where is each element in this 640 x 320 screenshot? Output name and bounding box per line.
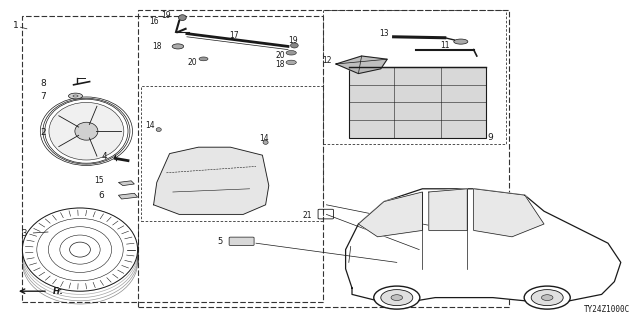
Text: 4: 4: [102, 152, 107, 161]
Ellipse shape: [73, 95, 78, 97]
Ellipse shape: [286, 60, 296, 65]
Polygon shape: [474, 189, 544, 237]
Text: 13: 13: [380, 29, 389, 38]
Text: 21: 21: [302, 211, 312, 220]
Polygon shape: [349, 67, 486, 138]
Text: 6: 6: [99, 191, 104, 200]
Text: 8: 8: [41, 79, 46, 88]
Text: TY24Z1000C: TY24Z1000C: [584, 305, 630, 314]
Text: 19: 19: [288, 36, 298, 44]
Ellipse shape: [541, 295, 553, 300]
Ellipse shape: [22, 208, 138, 291]
Ellipse shape: [381, 290, 413, 306]
Ellipse shape: [525, 286, 570, 309]
Polygon shape: [346, 189, 621, 301]
Text: 18: 18: [152, 42, 161, 51]
Text: 12: 12: [322, 56, 332, 65]
Ellipse shape: [156, 128, 161, 132]
Text: 16: 16: [149, 17, 159, 26]
Ellipse shape: [531, 290, 563, 306]
FancyBboxPatch shape: [229, 237, 254, 245]
Ellipse shape: [454, 39, 468, 44]
Text: 3: 3: [22, 229, 27, 238]
Text: 19: 19: [161, 11, 171, 20]
Ellipse shape: [70, 242, 90, 257]
Text: 5: 5: [218, 237, 223, 246]
Ellipse shape: [49, 102, 124, 160]
Ellipse shape: [75, 122, 98, 140]
Polygon shape: [118, 181, 134, 186]
Text: 9: 9: [488, 133, 493, 142]
Polygon shape: [429, 189, 467, 230]
Polygon shape: [336, 56, 387, 74]
Text: 14: 14: [259, 134, 269, 143]
Polygon shape: [118, 193, 138, 199]
Text: Fr.: Fr.: [52, 287, 63, 296]
Ellipse shape: [374, 286, 419, 309]
Text: 17: 17: [228, 31, 239, 40]
Text: 20: 20: [187, 58, 197, 67]
Text: 15: 15: [95, 176, 104, 185]
Text: 20: 20: [275, 51, 285, 60]
Ellipse shape: [291, 43, 298, 48]
Polygon shape: [358, 192, 422, 237]
Text: 14: 14: [145, 121, 156, 130]
Text: 7: 7: [41, 92, 46, 100]
Ellipse shape: [172, 44, 184, 49]
Ellipse shape: [286, 51, 296, 55]
Ellipse shape: [179, 15, 186, 20]
Text: 18: 18: [276, 60, 285, 69]
Ellipse shape: [263, 140, 268, 144]
Ellipse shape: [199, 57, 208, 61]
Ellipse shape: [68, 93, 83, 99]
Ellipse shape: [391, 295, 403, 300]
Polygon shape: [154, 147, 269, 214]
Text: 11: 11: [440, 41, 449, 50]
Text: 2: 2: [41, 128, 46, 137]
Text: 1: 1: [13, 21, 19, 30]
